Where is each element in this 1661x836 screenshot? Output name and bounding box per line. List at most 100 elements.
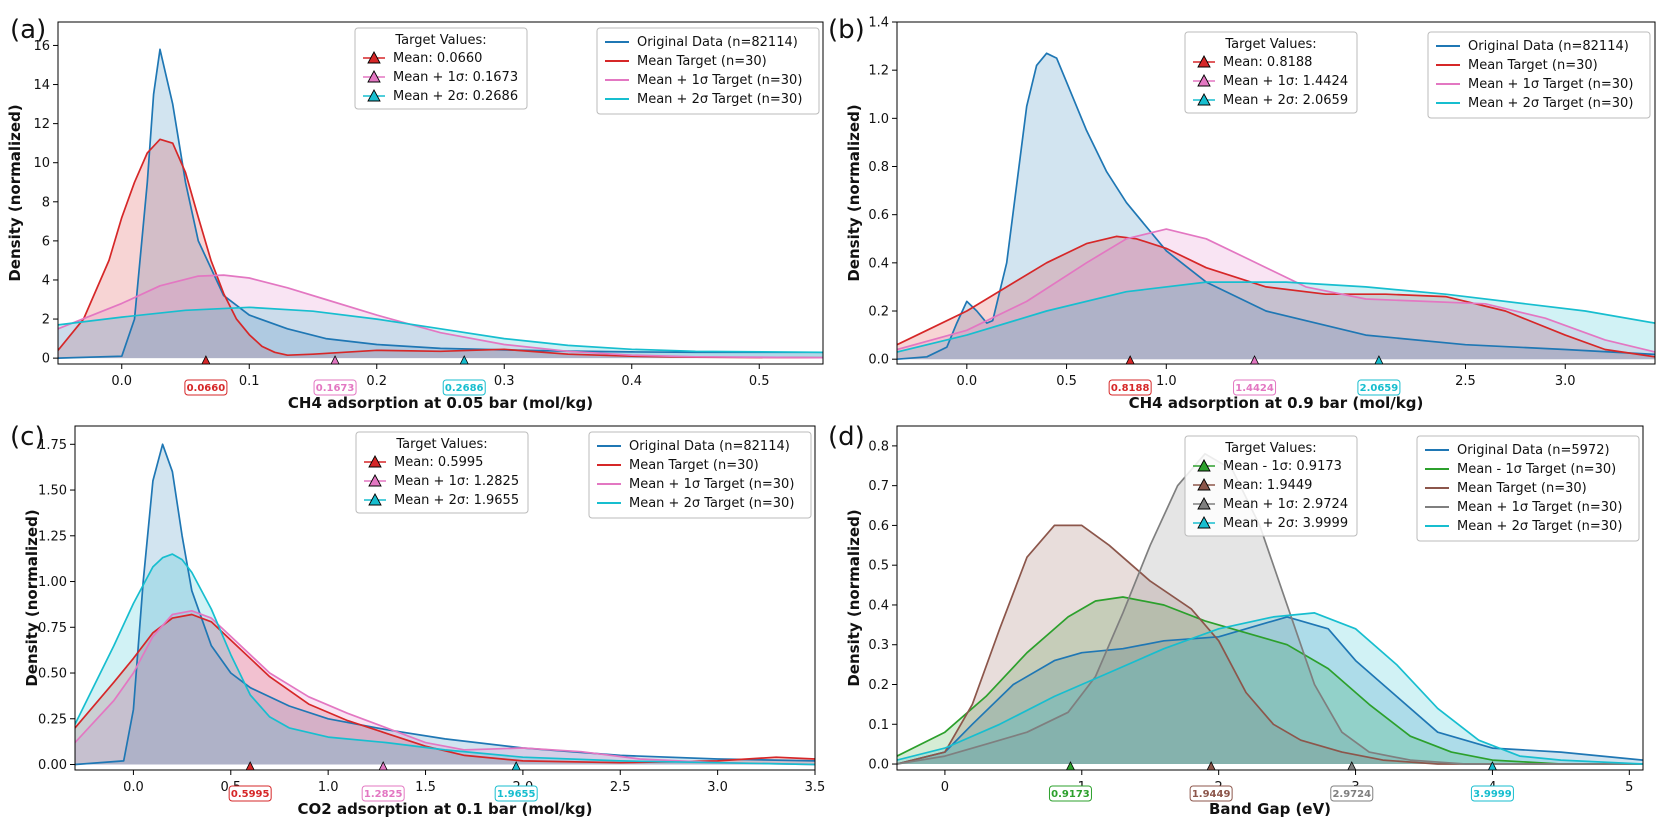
target-value-label: 0.1673 (316, 383, 355, 394)
series-legend-entry: Mean Target (n=30) (1468, 58, 1598, 73)
series-group (897, 52, 1655, 361)
target-values-legend: Target Values: Mean: 0.0660 Mean + 1σ: 0.1… (354, 27, 528, 110)
y-tick-label: 4 (42, 273, 50, 288)
target-marker (1374, 355, 1384, 365)
target-legend-icon (1197, 74, 1211, 87)
target-legend-icon (1197, 55, 1211, 68)
x-tick-label: 0.1 (239, 374, 260, 389)
target-value-box (1330, 785, 1374, 802)
y-tick-label: 0.7 (868, 479, 889, 494)
target-value-label: 2.0659 (1360, 383, 1399, 394)
y-tick-label: 0.4 (868, 256, 889, 271)
series-area-1 (897, 236, 1655, 360)
series-area-2 (75, 610, 815, 765)
series-line-4 (897, 612, 1643, 765)
target-marker (459, 355, 469, 365)
y-tick-label: 14 (33, 78, 50, 93)
series-area-1 (58, 139, 823, 359)
x-tick-label: 3.5 (805, 780, 826, 795)
series-line-3 (58, 306, 823, 354)
x-axis-label: CO2 adsorption at 0.1 bar (mol/kg) (298, 800, 593, 818)
y-tick-label: 1.00 (38, 575, 67, 590)
series-legend: Original Data (n=5972) Mean - 1σ Target (… (1416, 435, 1640, 542)
series-area-2 (897, 229, 1655, 360)
series-area-3 (897, 453, 1643, 764)
x-tick-label: 3.0 (707, 780, 728, 795)
series-area-4 (897, 612, 1643, 764)
target-marker (245, 761, 255, 771)
target-legend-entry: Mean - 1σ: 0.9173 (1223, 459, 1342, 474)
y-tick-label: 0.50 (38, 667, 67, 682)
series-legend-entry: Mean + 1σ Target (n=30) (637, 73, 802, 88)
target-value-label: 3.9999 (1473, 789, 1512, 800)
series-line-0 (897, 52, 1655, 361)
target-legend-title: Target Values: (1224, 37, 1316, 52)
target-legend-icon (367, 51, 381, 64)
series-legend: Original Data (n=82114) Mean Target (n=30… (588, 431, 812, 519)
y-tick-label: 1.2 (868, 64, 889, 79)
series-line-0 (75, 443, 815, 766)
target-values-legend: Target Values: Mean - 1σ: 0.9173 Mean: 1.9… (1184, 435, 1358, 537)
target-value-box (1189, 785, 1233, 802)
target-legend-title: Target Values: (1224, 441, 1316, 456)
x-axis-label: Band Gap (eV) (1209, 800, 1331, 818)
series-legend: Original Data (n=82114) Mean Target (n=30… (596, 27, 820, 115)
series-legend-entry: Original Data (n=5972) (1457, 443, 1610, 458)
target-value-label: 1.9655 (497, 789, 536, 800)
target-legend-icon (367, 89, 381, 102)
x-tick-label: 1.0 (318, 780, 339, 795)
y-tick-label: 0.6 (868, 208, 889, 223)
x-tick-label: 2.5 (610, 780, 631, 795)
panel-label: (c) (10, 422, 45, 452)
series-group (58, 48, 823, 359)
target-marker (1487, 761, 1498, 771)
target-value-label: 0.0660 (187, 383, 226, 394)
series-legend-entry: Mean + 1σ Target (n=30) (629, 477, 794, 492)
series-line-3 (75, 553, 815, 766)
y-tick-label: 0.8 (868, 439, 889, 454)
series-line-1 (75, 613, 815, 764)
series-legend-entry: Mean + 1σ Target (n=30) (1457, 500, 1622, 515)
target-value-label: 1.2825 (364, 789, 403, 800)
target-legend-entry: Mean + 2σ: 0.2686 (393, 89, 518, 104)
plot-frame (74, 425, 816, 771)
target-legend-entry: Mean + 2σ: 3.9999 (1223, 516, 1348, 531)
target-values-legend: Target Values: Mean: 0.5995 Mean + 1σ: 1.2… (355, 431, 529, 514)
target-value-box (361, 785, 405, 802)
target-legend-icon (368, 455, 382, 468)
series-area-0 (75, 444, 815, 765)
y-tick-label: 0.75 (38, 621, 67, 636)
y-tick-label: 10 (33, 156, 50, 171)
chart-panel-b: 0.0 0.2 0.4 0.6 0.8 1.0 1.2 1.4 0.0 0.5 1.0 2.5 3.0 0… (828, 15, 1656, 412)
target-value-box (1048, 785, 1092, 802)
x-tick-label: 0.0 (111, 374, 132, 389)
y-tick-label: 1.75 (38, 438, 67, 453)
target-legend-icon (1197, 478, 1211, 491)
series-legend: Original Data (n=82114) Mean Target (n=30… (1427, 31, 1651, 119)
x-tick-label: 1.0 (1156, 374, 1177, 389)
x-tick-label: 0.5 (749, 374, 770, 389)
y-tick-label: 0.0 (868, 758, 889, 773)
series-line-1 (897, 235, 1655, 358)
series-area-2 (897, 525, 1643, 764)
series-legend-entry: Mean Target (n=30) (1457, 481, 1587, 496)
target-value-box (184, 379, 228, 396)
series-legend-entry: Mean + 2σ Target (n=30) (1468, 96, 1633, 111)
series-line-2 (58, 274, 823, 359)
y-tick-label: 0.4 (868, 598, 889, 613)
x-tick-label: 1.5 (415, 780, 436, 795)
series-group (897, 452, 1643, 765)
series-legend-entry: Original Data (n=82114) (629, 439, 790, 454)
x-axis-label: CH4 adsorption at 0.05 bar (mol/kg) (288, 394, 593, 412)
y-tick-label: 0 (42, 352, 50, 367)
chart-panel-a: 0 2 4 6 8 10 12 14 16 0.0 0.1 0.2 0.3 0.4 0.5 0.0660 0.1… (6, 15, 824, 412)
y-tick-label: 2 (42, 313, 50, 328)
x-tick-label: 0.2 (366, 374, 387, 389)
series-line-1 (58, 138, 823, 359)
target-legend-entry: Mean + 1σ: 1.4424 (1223, 74, 1348, 89)
series-line-2 (897, 228, 1655, 353)
x-tick-label: 0.3 (494, 374, 515, 389)
y-axis-label: Density (normalized) (845, 509, 863, 686)
target-values-legend: Target Values: Mean: 0.8188 Mean + 1σ: 1.4… (1184, 31, 1358, 114)
series-legend-entry: Mean - 1σ Target (n=30) (1457, 462, 1616, 477)
